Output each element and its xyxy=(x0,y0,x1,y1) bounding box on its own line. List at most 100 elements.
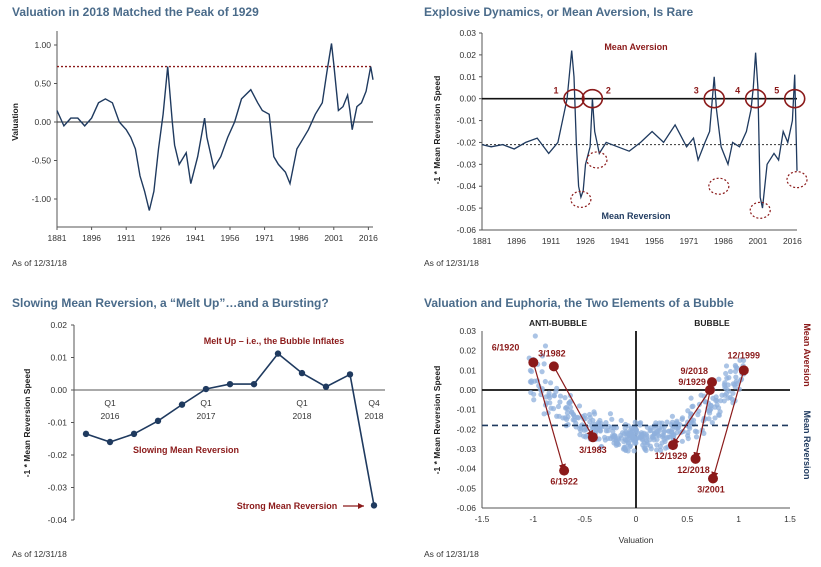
p4-scatter-point xyxy=(708,402,714,408)
p3-series-line xyxy=(85,352,375,506)
p4-scatter-point xyxy=(713,394,719,400)
p4-scatter-point xyxy=(716,376,722,382)
p4-transition-arrow xyxy=(553,366,594,438)
p4-highlight-point xyxy=(667,440,678,451)
p2-y-tick-label: 0.02 xyxy=(459,50,476,60)
p2-trough-circle xyxy=(749,201,771,219)
p2-y-tick-label: 0.01 xyxy=(459,72,476,82)
p4-scatter-point xyxy=(724,375,730,381)
p4-scatter-point xyxy=(609,416,615,422)
p4-x-tick-label: 1 xyxy=(736,514,741,524)
p4-x-axis-title: Valuation xyxy=(619,535,654,545)
p4-scatter-point xyxy=(562,415,568,421)
p4-scatter-point xyxy=(541,411,547,417)
p2-x-tick-label: 1911 xyxy=(542,236,561,246)
p2-mean-aversion-label: Mean Aversion xyxy=(604,42,667,52)
p2-x-tick-label: 1956 xyxy=(645,236,664,246)
p2-x-tick-label: 1986 xyxy=(714,236,733,246)
p4-scatter-point xyxy=(546,393,552,399)
p2-y-tick-label: -0.01 xyxy=(457,116,477,126)
p2-y-tick-label: -0.04 xyxy=(457,181,477,191)
p4-scatter-point xyxy=(685,408,691,414)
p3-y-tick-label: 0.01 xyxy=(50,353,67,363)
p1-y-tick-label: 0.50 xyxy=(34,79,51,89)
panel3-title: Slowing Mean Reversion, a “Melt Up”…and … xyxy=(12,296,329,310)
p3-data-point xyxy=(322,383,330,390)
p1-y-tick-label: -1.00 xyxy=(32,194,52,204)
p2-y-tick-label: -0.02 xyxy=(457,137,477,147)
p3-data-point xyxy=(346,371,354,378)
p4-x-tick-label: 0 xyxy=(634,514,639,524)
p1-y-tick-label: 0.00 xyxy=(34,117,51,127)
p4-highlight-label: 6/1920 xyxy=(492,342,520,352)
p4-scatter-point xyxy=(619,430,626,436)
p4-scatter-point xyxy=(576,403,583,409)
p4-scatter-point xyxy=(597,417,603,424)
p4-scatter-point xyxy=(607,411,614,417)
p2-trough-circle xyxy=(786,171,808,189)
p4-scatter-point xyxy=(566,400,572,406)
p4-scatter-point xyxy=(638,433,645,439)
p1-x-tick-label: 2016 xyxy=(359,233,378,243)
p4-scatter-point xyxy=(669,419,676,425)
p4-y-tick-label: -0.04 xyxy=(457,464,477,474)
p3-y-tick-label: -0.02 xyxy=(48,450,68,460)
p4-scatter-point xyxy=(531,397,537,403)
panel2-title: Explosive Dynamics, or Mean Aversion, Is… xyxy=(424,5,694,19)
p3-data-point xyxy=(202,385,210,393)
p4-scatter-point xyxy=(592,411,598,417)
panel4-asof: As of 12/31/18 xyxy=(424,549,479,559)
p4-scatter-point xyxy=(717,409,723,415)
p4-y-tick-label: -0.02 xyxy=(457,424,477,434)
p4-x-tick-label: 1.5 xyxy=(784,514,796,524)
p4-scatter-point xyxy=(674,429,680,436)
p4-highlight-label: 6/1922 xyxy=(550,477,578,487)
p4-scatter-point xyxy=(547,380,554,386)
p4-scatter-point xyxy=(618,417,624,424)
p4-highlight-point xyxy=(708,473,718,484)
p4-scatter-point xyxy=(726,388,732,394)
p4-y-tick-label: -0.03 xyxy=(457,444,477,454)
p4-scatter-point xyxy=(648,446,654,452)
p4-scatter-point xyxy=(578,423,584,429)
p4-scatter-point xyxy=(690,403,696,409)
p3-data-point xyxy=(370,502,378,509)
p2-y-tick-label: 0.00 xyxy=(459,94,476,104)
p3-data-point xyxy=(298,369,306,377)
p4-scatter-point xyxy=(610,436,617,442)
p1-series-line xyxy=(56,43,374,211)
p4-scatter-point xyxy=(721,382,727,388)
p4-highlight-label: 3/1982 xyxy=(538,348,566,358)
p2-x-tick-label: 1941 xyxy=(610,236,629,246)
p4-scatter-point xyxy=(709,419,715,426)
p4-y-tick-label: 0.00 xyxy=(459,385,476,395)
p3-x-quarter-label: Q1 xyxy=(104,398,116,408)
p4-highlight-label: 9/1929 xyxy=(678,377,706,387)
p4-highlight-label: 12/2018 xyxy=(677,465,710,475)
p3-data-point xyxy=(226,380,234,388)
p1-x-tick-label: 1881 xyxy=(48,233,67,243)
p3-y-tick-label: 0.00 xyxy=(50,385,67,395)
p4-highlight-point xyxy=(704,385,715,395)
p4-scatter-point xyxy=(643,447,649,454)
p3-data-point xyxy=(178,401,186,408)
p2-episode-circle xyxy=(744,88,767,109)
p4-scatter-point xyxy=(660,432,666,438)
p4-scatter-point xyxy=(605,428,611,434)
p4-scatter-point xyxy=(688,420,694,426)
p4-highlight-label: 9/2018 xyxy=(680,366,708,376)
p4-scatter-point xyxy=(548,405,554,411)
p4-scatter-point xyxy=(654,442,660,448)
p4-y-axis-title: -1 * Mean Reversion Speed xyxy=(432,366,442,475)
p4-scatter-point xyxy=(564,406,570,412)
p4-scatter-point xyxy=(622,425,628,431)
p4-scatter-point xyxy=(733,374,739,380)
p1-y-axis-title: Valuation xyxy=(10,103,20,141)
p3-data-point xyxy=(82,430,90,438)
p4-y-tick-label: -0.05 xyxy=(457,483,477,493)
panel3-asof: As of 12/31/18 xyxy=(12,549,67,559)
p2-episode-label: 5 xyxy=(774,86,779,96)
p3-x-quarter-label: Q1 xyxy=(296,398,308,408)
p4-scatter-point xyxy=(654,436,660,442)
p2-episode-label: 1 xyxy=(553,86,558,96)
